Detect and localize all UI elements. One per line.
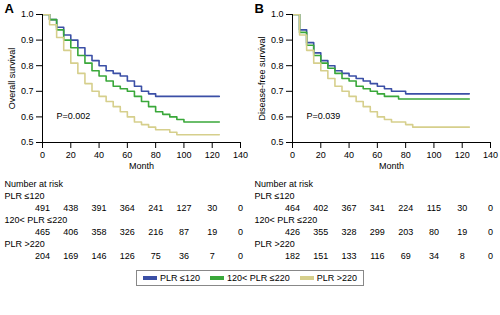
svg-text:0.8: 0.8 [21,61,34,71]
svg-text:0.6: 0.6 [271,112,284,122]
svg-text:0: 0 [238,251,243,261]
svg-text:364: 364 [120,203,135,213]
svg-text:464: 464 [285,203,300,213]
svg-text:7: 7 [210,251,215,261]
svg-text:0: 0 [238,227,243,237]
svg-text:75: 75 [151,251,161,261]
svg-text:140: 140 [233,150,248,160]
svg-text:B: B [255,1,264,16]
svg-text:PLR >220: PLR >220 [5,239,45,249]
svg-text:116: 116 [370,251,384,261]
svg-text:40: 40 [94,150,104,160]
svg-text:224: 224 [398,203,413,213]
svg-text:34: 34 [429,251,439,261]
svg-text:203: 203 [398,227,413,237]
svg-text:406: 406 [63,227,78,237]
svg-text:465: 465 [35,227,50,237]
svg-text:120< PLR ≤220: 120< PLR ≤220 [5,215,68,225]
svg-text:100: 100 [426,150,441,160]
html-text:PLR ≤120: PLR ≤120 [160,273,200,283]
svg-text:299: 299 [370,227,385,237]
svg-text:1.0: 1.0 [21,9,34,19]
svg-text:80: 80 [151,150,161,160]
svg-text:0.5: 0.5 [271,137,284,147]
svg-text:Month: Month [129,161,154,171]
svg-text:Disease-free survival: Disease-free survival [257,36,267,120]
svg-text:0.9: 0.9 [271,35,284,45]
svg-text:0: 0 [290,150,295,160]
svg-text:0: 0 [40,150,45,160]
svg-text:20: 20 [66,150,76,160]
svg-text:19: 19 [207,227,217,237]
html-text:PLR >220: PLR >220 [316,273,357,283]
svg-text:PLR >220: PLR >220 [255,239,295,249]
svg-text:69: 69 [401,251,411,261]
svg-text:PLR ≤120: PLR ≤120 [255,191,295,201]
svg-text:115: 115 [427,203,441,213]
svg-text:87: 87 [179,227,189,237]
svg-text:326: 326 [120,227,135,237]
svg-text:0.7: 0.7 [21,86,34,96]
svg-text:8: 8 [460,251,465,261]
svg-text:Overall survival: Overall survival [7,48,17,110]
svg-text:402: 402 [313,203,328,213]
svg-text:0: 0 [488,251,493,261]
svg-text:426: 426 [285,227,300,237]
svg-text:P=0.039: P=0.039 [307,111,341,121]
svg-text:20: 20 [316,150,326,160]
svg-text:0: 0 [488,203,493,213]
svg-text:358: 358 [92,227,107,237]
svg-text:80: 80 [429,227,439,237]
svg-text:146: 146 [92,251,107,261]
svg-text:40: 40 [344,150,354,160]
svg-text:0.5: 0.5 [21,137,34,147]
svg-text:Number at risk: Number at risk [255,179,314,189]
svg-text:0.8: 0.8 [271,61,284,71]
svg-text:151: 151 [313,251,328,261]
svg-text:169: 169 [63,251,78,261]
svg-text:391: 391 [92,203,107,213]
svg-text:328: 328 [342,227,357,237]
svg-text:0.7: 0.7 [271,86,284,96]
svg-text:19: 19 [457,227,467,237]
svg-text:241: 241 [148,203,163,213]
svg-text:36: 36 [179,251,189,261]
svg-text:80: 80 [401,150,411,160]
svg-text:0.6: 0.6 [21,112,34,122]
svg-text:60: 60 [122,150,132,160]
svg-text:341: 341 [370,203,385,213]
svg-text:133: 133 [342,251,357,261]
svg-text:438: 438 [63,203,78,213]
svg-text:0: 0 [488,227,493,237]
svg-text:120< PLR ≤220: 120< PLR ≤220 [255,215,318,225]
svg-text:127: 127 [176,203,191,213]
svg-text:126: 126 [120,251,135,261]
svg-text:30: 30 [457,203,467,213]
svg-text:30: 30 [207,203,217,213]
svg-text:120: 120 [205,150,220,160]
svg-text:120: 120 [455,150,470,160]
svg-text:100: 100 [176,150,191,160]
svg-text:1.0: 1.0 [271,9,284,19]
svg-text:182: 182 [285,251,300,261]
svg-text:Number at risk: Number at risk [5,179,64,189]
svg-text:0.9: 0.9 [21,35,34,45]
html-text:120< PLR ≤220: 120< PLR ≤220 [227,273,290,283]
svg-text:355: 355 [313,227,328,237]
svg-text:491: 491 [35,203,50,213]
svg-text:PLR ≤120: PLR ≤120 [5,191,45,201]
svg-text:60: 60 [372,150,382,160]
svg-text:0: 0 [238,203,243,213]
svg-text:Month: Month [379,161,404,171]
svg-text:A: A [5,1,15,16]
svg-text:140: 140 [483,150,498,160]
svg-text:P=0.002: P=0.002 [57,111,91,121]
svg-text:204: 204 [35,251,50,261]
svg-text:216: 216 [148,227,163,237]
svg-text:367: 367 [342,203,357,213]
